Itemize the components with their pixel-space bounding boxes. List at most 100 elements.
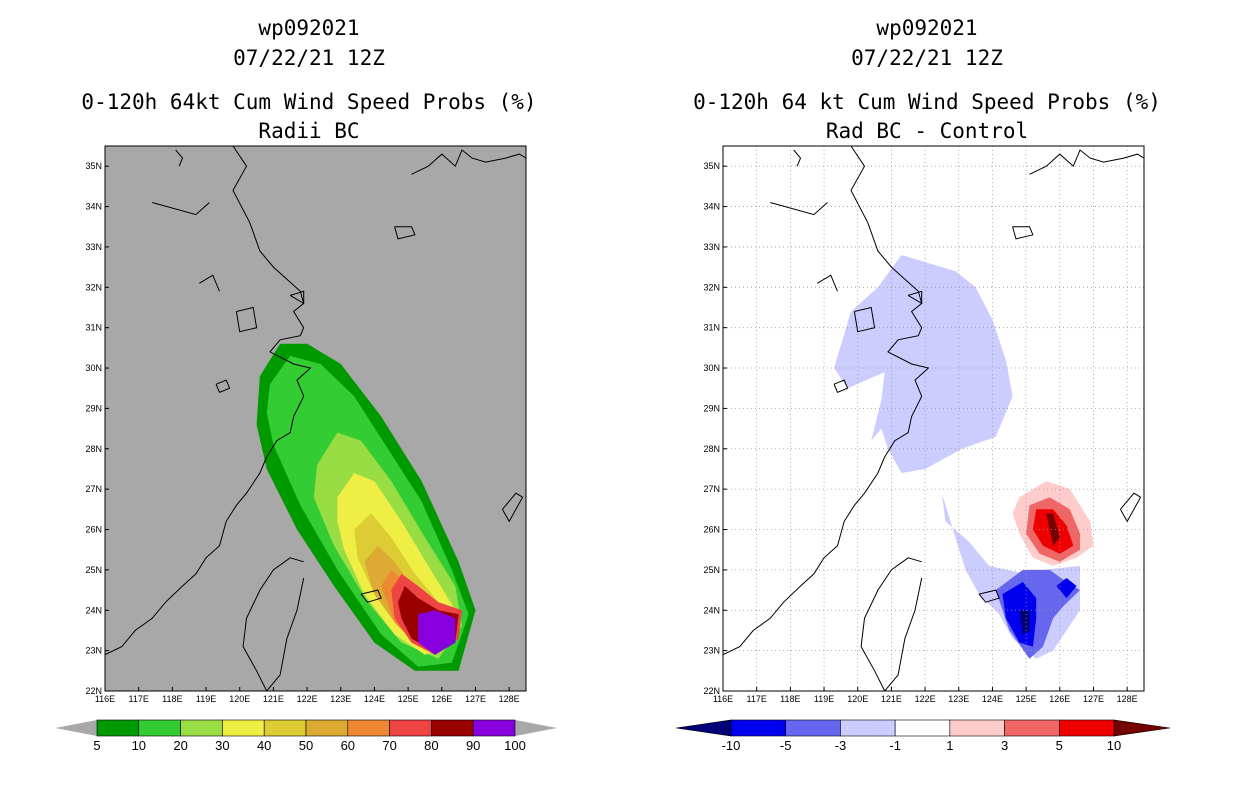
- coastline: [242, 557, 305, 691]
- x-tick-label: 125E: [1016, 694, 1037, 704]
- coastline: [235, 306, 258, 333]
- x-tick-label: 119E: [196, 694, 216, 704]
- coastline: [833, 379, 849, 393]
- colorbar-swatch: [431, 719, 474, 737]
- chart-title: 0-120h 64 kt Cum Wind Speed Probs (%): [693, 90, 1161, 114]
- colorbar-swatch: [840, 719, 896, 737]
- x-tick-label: 126E: [431, 694, 452, 704]
- colorbar-over-arrow: [515, 720, 557, 736]
- x-tick-label: 123E: [948, 694, 969, 704]
- colorbar-label: 30: [215, 738, 229, 753]
- colorbar-swatch: [949, 719, 1005, 737]
- coastline: [199, 274, 220, 292]
- x-tick-label: 128E: [499, 694, 520, 704]
- coastline: [411, 149, 526, 175]
- x-tick-label: 120E: [229, 694, 250, 704]
- datetime: 07/22/21 12Z: [851, 46, 1003, 70]
- plot-frame: [104, 145, 527, 692]
- colorbar-over-arrow: [1113, 719, 1171, 737]
- x-tick-label: 118E: [780, 694, 800, 704]
- colorbar-swatch: [894, 719, 951, 737]
- panel-rad-bc-minus-control: wp092021 07/22/21 12Z 0-120h 64 kt Cum W…: [618, 0, 1236, 800]
- colorbar-label: 70: [382, 738, 396, 753]
- coastline: [1119, 492, 1142, 523]
- colorbar-label: -5: [780, 738, 792, 753]
- plot-area: [105, 146, 526, 691]
- x-tick-label: 125E: [398, 694, 419, 704]
- storm-id: wp092021: [876, 16, 978, 40]
- coastline: [360, 589, 382, 603]
- coastline: [853, 306, 876, 333]
- y-tick-label: 34N: [85, 202, 102, 212]
- y-tick-label: 25N: [703, 565, 720, 575]
- chart-subtitle: Radii BC: [258, 119, 360, 143]
- colorbar-swatch: [222, 719, 265, 737]
- coastline: [175, 149, 184, 167]
- datetime: 07/22/21 12Z: [233, 46, 385, 70]
- colorbar-label: 90: [466, 738, 480, 753]
- x-tick-label: 124E: [982, 694, 1003, 704]
- coastline: [770, 202, 828, 216]
- colorbar-under-arrow: [55, 720, 97, 736]
- y-tick-label: 34N: [703, 202, 720, 212]
- y-tick-label: 24N: [703, 605, 720, 615]
- y-tick-label: 29N: [85, 403, 102, 413]
- coastline: [978, 589, 1000, 603]
- map-chart: 116E 117E 118E 119E 120E 121E 122E 123E 124E 125E…: [675, 145, 1171, 753]
- x-tick-label: 120E: [847, 694, 868, 704]
- y-tick-label: 31N: [85, 323, 102, 333]
- plot-frame: [722, 145, 1145, 692]
- colorbar-label: 80: [424, 738, 438, 753]
- x-tick-label: 121E: [263, 694, 284, 704]
- contour--10: [1046, 513, 1060, 546]
- colorbar-under-arrow: [675, 719, 732, 737]
- colorbar-swatch: [730, 719, 787, 737]
- colorbar-label: 1: [946, 738, 953, 753]
- x-tick-label: 116E: [95, 694, 115, 704]
- coastline: [394, 226, 416, 240]
- y-tick-label: 30N: [85, 363, 102, 373]
- colorbar-swatch: [472, 719, 516, 737]
- colorbar-label: 3: [1001, 738, 1008, 753]
- y-tick-label: 33N: [703, 242, 720, 252]
- map-chart: 116E 117E 118E 119E 120E 121E 122E 123E 124E 125E…: [55, 145, 557, 753]
- coastline: [793, 149, 802, 167]
- x-tick-label: 123E: [330, 694, 351, 704]
- colorbar-label: 60: [341, 738, 355, 753]
- y-tick-label: 30N: [703, 363, 720, 373]
- x-tick-label: 127E: [1083, 694, 1104, 704]
- y-tick-label: 23N: [703, 646, 720, 656]
- chart-title: 0-120h 64kt Cum Wind Speed Probs (%): [81, 90, 537, 114]
- contour-90-100: [418, 610, 456, 655]
- y-tick-label: 25N: [85, 565, 102, 575]
- colorbar-swatch: [138, 719, 181, 737]
- coastline: [723, 146, 930, 656]
- y-tick-label: 23N: [85, 646, 102, 656]
- colorbar-label: -10: [722, 738, 741, 753]
- plot-area: [723, 146, 1144, 691]
- contour--10-to-5: [1056, 578, 1077, 599]
- y-tick-label: 29N: [703, 403, 720, 413]
- colorbar-label: 10: [1107, 738, 1121, 753]
- coastline: [289, 290, 305, 305]
- coastline: [1012, 226, 1034, 240]
- x-tick-label: 116E: [713, 694, 733, 704]
- colorbar: -10 -5 -3 -1 1 3 5 10: [675, 719, 1171, 753]
- colorbar-swatch: [1004, 719, 1060, 737]
- colorbar-swatch: [263, 719, 307, 737]
- x-tick-label: 121E: [881, 694, 902, 704]
- y-tick-label: 26N: [85, 525, 102, 535]
- colorbar-swatch: [180, 719, 223, 737]
- x-tick-label: 124E: [364, 694, 385, 704]
- colorbar-label: 5: [93, 738, 100, 753]
- coastline: [105, 146, 312, 656]
- y-tick-label: 27N: [85, 484, 102, 494]
- colorbar-label: 10: [132, 738, 146, 753]
- x-tick-label: 127E: [465, 694, 486, 704]
- storm-id: wp092021: [258, 16, 360, 40]
- x-tick-label: 117E: [747, 694, 767, 704]
- coastline: [907, 290, 923, 305]
- y-tick-label: 28N: [703, 444, 720, 454]
- y-tick-label: 31N: [703, 323, 720, 333]
- y-tick-label: 24N: [85, 605, 102, 615]
